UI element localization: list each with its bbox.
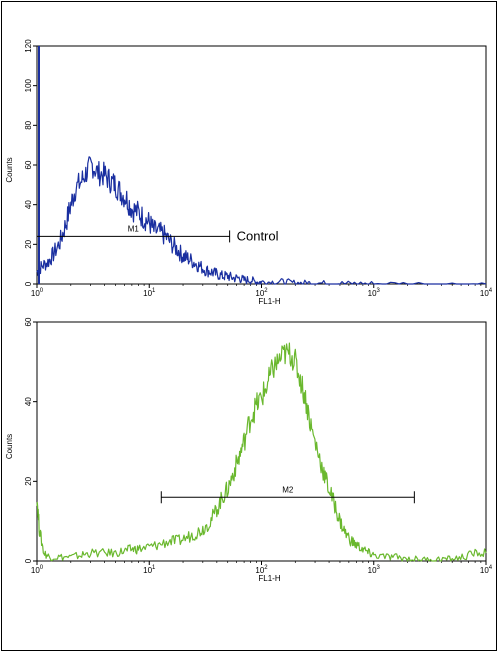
y-tick-label: 100 (24, 78, 33, 92)
x-tick-label: 104 (480, 288, 493, 298)
y-tick-label: 120 (24, 39, 33, 53)
chart-2: 0 20 40 60 100 101 102 103 104 FL1-H Counts M2 (5, 317, 493, 583)
histogram-line (36, 342, 487, 562)
y-tick-label: 60 (24, 160, 33, 169)
x-tick-label: 102 (255, 288, 268, 298)
gate-label: M2 (282, 485, 294, 494)
x-tick-label: 102 (255, 565, 268, 575)
y-tick-label: 80 (24, 120, 33, 129)
x-tick-label: 104 (480, 565, 493, 575)
x-axis-title: FL1-H (258, 574, 280, 583)
plot-frame (36, 321, 487, 562)
y-axis-title: Counts (5, 434, 14, 459)
x-tick-label: 100 (31, 288, 44, 298)
histogram-line (36, 156, 487, 285)
y-tick-label: 60 (24, 317, 33, 326)
gate-label: M1 (128, 224, 140, 233)
y-tick-label: 0 (24, 558, 33, 563)
x-tick-label: 101 (143, 565, 156, 575)
y-axis-title: Counts (5, 157, 14, 182)
chart-1: 0 20 40 60 80 100 120 100 101 102 103 104 FL1-H Count… (5, 39, 493, 306)
x-tick-label: 101 (143, 288, 156, 298)
x-tick-label: 103 (368, 565, 381, 575)
y-tick-label: 0 (24, 281, 33, 286)
y-tick-label: 20 (24, 239, 33, 248)
y-tick-label: 40 (24, 200, 33, 209)
y-tick-label: 20 (24, 476, 33, 485)
x-tick-label: 100 (31, 565, 44, 575)
y-tick-label: 40 (24, 397, 33, 406)
x-tick-label: 103 (368, 288, 381, 298)
control-annotation: Control (237, 228, 279, 243)
x-axis-title: FL1-H (258, 297, 280, 306)
